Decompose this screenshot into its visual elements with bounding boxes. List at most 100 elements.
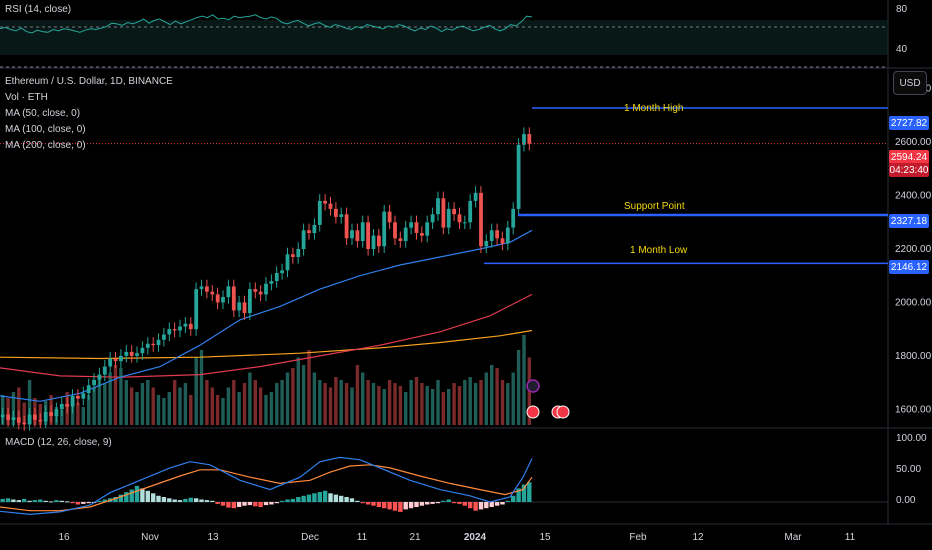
candle-body xyxy=(495,230,499,239)
macd-histogram-bar xyxy=(151,493,156,502)
time-tick-label: Feb xyxy=(629,532,647,543)
macd-histogram-bar xyxy=(468,502,473,509)
candle-body xyxy=(355,230,360,241)
candle-body xyxy=(473,192,478,201)
macd-histogram-bar xyxy=(11,499,16,502)
volume-bar xyxy=(124,380,128,425)
candle-body xyxy=(242,302,247,314)
volume-bar xyxy=(173,380,177,425)
macd-histogram-bar xyxy=(516,488,521,502)
volume-bar xyxy=(484,372,488,425)
candle-body xyxy=(194,289,199,330)
indicator-ma100[interactable]: MA (100, close, 0) xyxy=(5,124,86,135)
price-tick-label: 2000.00 xyxy=(895,297,932,308)
candle-body xyxy=(344,214,349,239)
macd-histogram-bar xyxy=(290,498,296,502)
macd-histogram-bar xyxy=(199,499,204,502)
price-tick-label: 2400.00 xyxy=(895,191,932,202)
macd-histogram-bar xyxy=(441,500,446,502)
candle-body xyxy=(43,412,48,422)
volume-bar xyxy=(522,335,526,425)
macd-histogram-bar xyxy=(27,500,32,502)
volume-bar xyxy=(457,386,462,425)
macd-histogram-bar xyxy=(279,500,285,502)
indicator-ma50[interactable]: MA (50, close, 0) xyxy=(5,108,81,119)
time-tick-label: Dec xyxy=(301,532,319,543)
macd-histogram-bar xyxy=(457,502,462,504)
volume-bar xyxy=(226,387,231,425)
volume-bar xyxy=(318,380,322,425)
volume-bar xyxy=(258,387,263,425)
symbol-title[interactable]: Ethereum / U.S. Dollar, 1D, BINANCE xyxy=(5,76,173,87)
candle-body xyxy=(393,222,397,239)
volume-bar xyxy=(11,392,16,425)
macd-histogram-bar xyxy=(32,500,38,502)
event-flag-icon[interactable] xyxy=(556,405,570,419)
macd-histogram-bar xyxy=(527,482,532,502)
candle-body xyxy=(398,238,403,241)
price-tick-label: 2200.00 xyxy=(895,244,932,255)
time-tick-label: 15 xyxy=(539,532,551,543)
volume-bar xyxy=(232,380,236,425)
candle-body xyxy=(215,294,220,303)
macd-histogram-bar xyxy=(500,502,505,505)
macd-histogram-bar xyxy=(86,502,91,504)
candle-body xyxy=(307,230,311,233)
candle-body xyxy=(301,230,306,249)
macd-histogram-bar xyxy=(242,502,247,506)
candle-body xyxy=(86,385,91,394)
macd-histogram-bar xyxy=(145,490,150,502)
indicator-volume[interactable]: Vol · ETH xyxy=(5,92,48,103)
candle-body xyxy=(59,404,64,410)
volume-bar xyxy=(269,392,274,425)
macd-title[interactable]: MACD (12, 26, close, 9) xyxy=(5,437,112,448)
candle-body xyxy=(505,227,510,244)
macd-histogram-bar xyxy=(312,493,317,502)
candle-body xyxy=(258,291,263,295)
macd-tick-50: 50.00 xyxy=(896,464,922,475)
macd-histogram-bar xyxy=(118,494,124,502)
ma100-line xyxy=(0,293,533,378)
macd-histogram-bar xyxy=(430,502,435,504)
macd-histogram-bar xyxy=(462,502,467,506)
rsi-title: RSI (14, close) xyxy=(5,4,72,15)
volume-bar xyxy=(113,365,118,425)
macd-histogram-bar xyxy=(183,498,188,502)
macd-histogram-bar xyxy=(0,498,5,502)
event-flag-icon[interactable] xyxy=(526,405,540,419)
currency-button[interactable]: USD xyxy=(893,71,927,95)
macd-histogram-bar xyxy=(48,501,54,503)
candle-body xyxy=(11,417,16,420)
candle-body xyxy=(124,351,129,356)
candle-body xyxy=(452,208,456,215)
indicator-ma200[interactable]: MA (200, close, 0) xyxy=(5,140,86,151)
candle-body xyxy=(231,286,236,311)
volume-bar xyxy=(393,383,397,425)
volume-bar xyxy=(436,380,440,425)
volume-bar xyxy=(409,380,413,425)
volume-bar xyxy=(291,368,295,425)
volume-bar xyxy=(264,395,268,425)
volume-bar xyxy=(92,387,96,425)
price-tag-high: 2727.82 xyxy=(889,116,929,130)
macd-tick-0: 0.00 xyxy=(896,495,916,506)
macd-histogram-bar xyxy=(484,502,489,509)
macd-histogram-bar xyxy=(172,499,177,502)
macd-signal-line xyxy=(0,464,533,512)
volume-bar xyxy=(506,383,510,425)
macd-histogram-bar xyxy=(403,502,408,510)
candle-body xyxy=(489,230,494,241)
event-flash-icon[interactable] xyxy=(526,379,540,393)
volume-bar xyxy=(248,372,252,425)
candle-body xyxy=(296,249,301,257)
macd-histogram-bar xyxy=(473,502,478,511)
candle-body xyxy=(76,395,80,399)
candle-body xyxy=(119,355,123,362)
time-tick-label: 11 xyxy=(357,532,368,543)
volume-bar xyxy=(162,398,166,425)
candle-body xyxy=(92,379,96,386)
candle-body xyxy=(6,414,10,420)
candle-body xyxy=(414,222,419,233)
candle-body xyxy=(188,323,193,330)
